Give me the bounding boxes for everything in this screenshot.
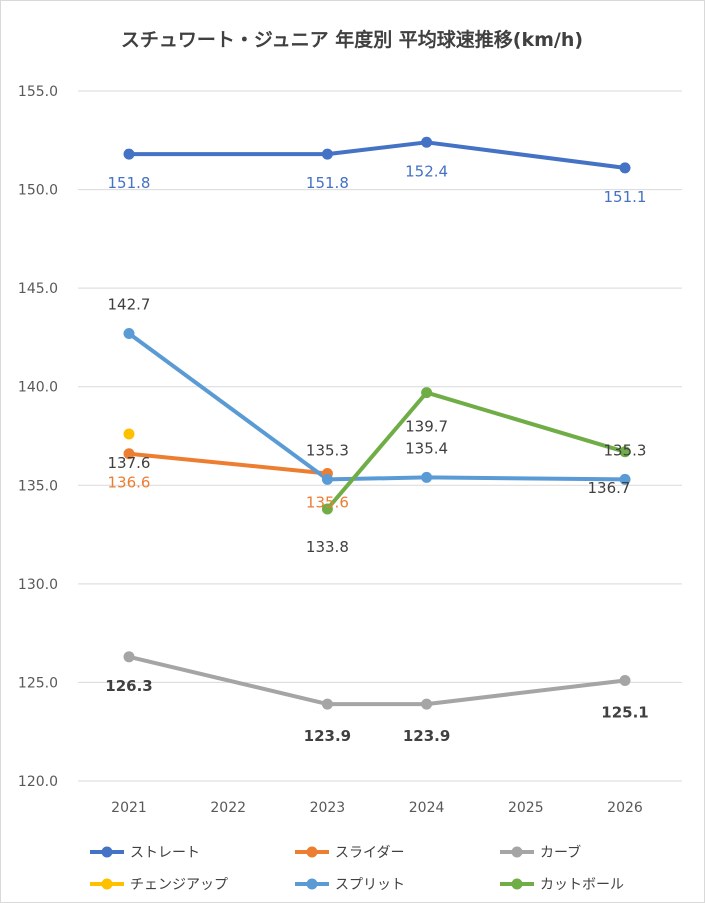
data-point (421, 471, 433, 483)
data-label: 136.7 (588, 479, 631, 497)
data-point (619, 473, 631, 485)
x-axis-ticks: 2021 2022 2023 2024 2025 2026 (111, 800, 643, 816)
data-label: 135.3 (306, 441, 349, 459)
data-point (321, 698, 333, 710)
y-tick-label: 120.0 (18, 774, 58, 790)
data-label: 142.7 (108, 295, 151, 313)
data-label: 133.8 (306, 538, 349, 556)
legend-label: チェンジアップ (130, 877, 228, 893)
gridlines (78, 90, 682, 782)
y-tick-label: 150.0 (18, 183, 58, 199)
y-tick-label: 130.0 (18, 577, 58, 593)
data-label: 135.4 (405, 439, 448, 457)
legend-marker (101, 846, 113, 858)
data-label: 136.6 (108, 474, 151, 492)
x-tick-label: 2023 (310, 800, 346, 816)
series-lines (127, 140, 627, 707)
legend-marker (306, 846, 318, 858)
data-label: 151.8 (108, 174, 151, 192)
legend-label: カーブ (540, 844, 581, 861)
legend-label: ストレート (130, 845, 200, 861)
data-point (123, 448, 135, 460)
legend-marker (511, 878, 523, 890)
series-line-0 (127, 140, 627, 170)
data-point (619, 674, 631, 686)
legend-marker (306, 878, 318, 890)
series-line-2 (127, 654, 627, 707)
data-point (421, 387, 433, 399)
chart-title: スチュワート・ジュニア 年度別 平均球速推移(km/h) (121, 28, 583, 51)
data-label: 137.6 (108, 454, 151, 472)
x-tick-label: 2022 (210, 800, 246, 816)
data-point (123, 148, 135, 160)
data-point (321, 503, 333, 515)
data-point (421, 136, 433, 148)
legend-marker (511, 846, 523, 858)
data-label: 151.8 (306, 174, 349, 192)
data-point (321, 148, 333, 160)
y-tick-label: 125.0 (18, 675, 58, 691)
data-label: 125.1 (601, 703, 648, 721)
x-tick-label: 2026 (607, 800, 643, 816)
series-line-5 (325, 390, 627, 511)
data-label: 135.3 (604, 441, 647, 459)
data-label: 135.6 (306, 493, 349, 511)
data-point (123, 428, 135, 440)
series-markers (123, 136, 631, 710)
data-label: 123.9 (304, 727, 351, 745)
series-line-4 (127, 331, 627, 482)
data-labels: 151.8 151.8 152.4 151.1 136.6 135.6 126.3 123.9… (105, 162, 648, 745)
data-label: 152.4 (405, 162, 448, 180)
data-point (321, 473, 333, 485)
data-point (619, 446, 631, 458)
data-label: 126.3 (105, 677, 152, 695)
legend-label: カットボール (540, 877, 624, 893)
y-tick-label: 155.0 (18, 84, 58, 100)
legend-label: スライダー (335, 845, 404, 861)
series-line-1 (127, 451, 330, 476)
data-point (619, 162, 631, 174)
legend-marker (101, 878, 113, 890)
y-axis-ticks: 120.0 125.0 130.0 135.0 140.0 145.0 150.0 155.0 (18, 84, 58, 790)
x-tick-label: 2025 (508, 800, 544, 816)
data-point (421, 698, 433, 710)
y-tick-label: 140.0 (18, 380, 58, 396)
y-tick-label: 135.0 (18, 478, 58, 494)
data-point (123, 651, 135, 663)
x-tick-label: 2021 (111, 800, 147, 816)
data-label: 123.9 (403, 727, 450, 745)
y-tick-label: 145.0 (18, 281, 58, 297)
data-label: 139.7 (405, 418, 448, 436)
x-tick-label: 2024 (409, 800, 445, 816)
data-label: 151.1 (604, 188, 647, 206)
data-point (123, 327, 135, 339)
legend-label: スプリット (335, 877, 405, 893)
